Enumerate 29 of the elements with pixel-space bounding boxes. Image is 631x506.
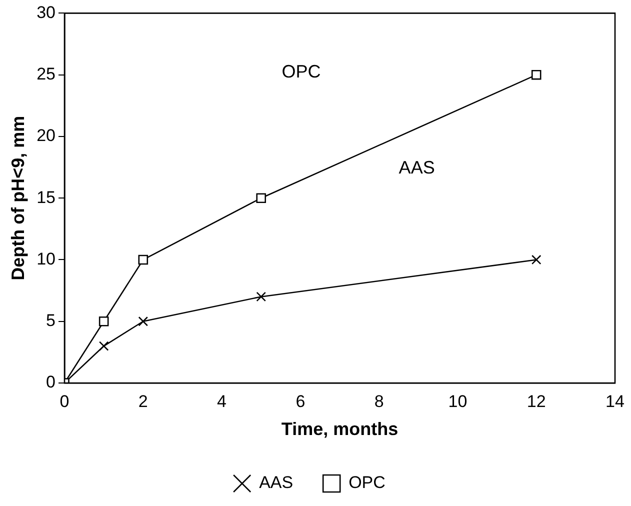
point — [256, 292, 266, 302]
y-tick-label: 5 — [46, 311, 56, 330]
x-tick-label: 14 — [606, 392, 624, 411]
point — [98, 341, 109, 351]
point — [138, 254, 148, 265]
x-tick-label: 0 — [60, 392, 70, 411]
x-axis-title: Time, months — [281, 419, 398, 440]
x-tick-label: 6 — [296, 392, 306, 411]
annotation: AAS — [398, 157, 435, 178]
x-tick-label: 12 — [526, 392, 546, 411]
y-tick-label: 15 — [36, 188, 56, 207]
point — [98, 316, 109, 326]
point — [256, 193, 266, 203]
annotation: OPC — [282, 61, 321, 82]
point — [531, 70, 542, 80]
y-tick-label: 10 — [36, 249, 56, 268]
point — [531, 254, 542, 265]
legend-label: OPC — [348, 473, 386, 492]
y-tick-label: 20 — [36, 126, 56, 146]
point — [138, 316, 148, 326]
y-axis-title: Depth of pH<9, mm — [8, 116, 28, 280]
x-tick-label: 10 — [448, 392, 468, 411]
y-tick-label: 30 — [36, 2, 56, 22]
y-tick-label: 25 — [36, 64, 56, 84]
x-tick-label: 2 — [138, 392, 148, 411]
x-tick-label: 4 — [217, 392, 227, 411]
legend-label: AAS — [259, 473, 294, 492]
x-tick-label: 8 — [374, 392, 384, 411]
y-tick-label: 0 — [46, 372, 56, 392]
